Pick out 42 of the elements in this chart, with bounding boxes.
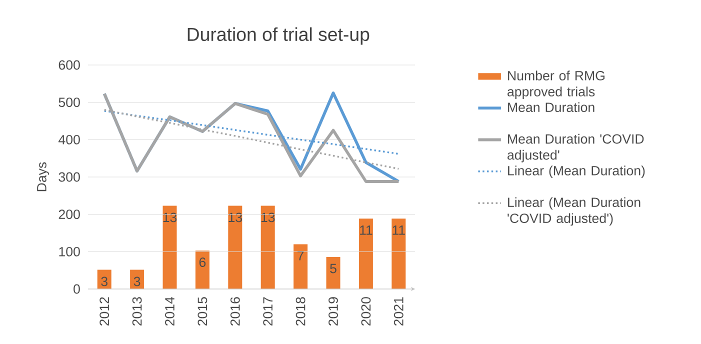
x-tick-label: 2013 — [132, 297, 142, 326]
legend-label: Linear (Mean Duration 'COVID adjusted') — [508, 197, 640, 226]
x-tick-label: 2012 — [100, 297, 110, 326]
chart-title: Duration of trial set-up — [188, 27, 370, 45]
y-tick-label: 100 — [59, 246, 80, 256]
y-axis-title: Days — [37, 162, 50, 192]
y-tick-label: 400 — [58, 134, 80, 144]
bar — [228, 206, 242, 289]
y-tick-label: 600 — [58, 60, 80, 70]
y-tick-label: 0 — [74, 284, 80, 294]
x-tick-label: 2016 — [230, 297, 240, 326]
x-tick-label: 2014 — [165, 296, 174, 326]
data-label: 5 — [330, 264, 336, 274]
legend-label: Mean Duration 'COVID adjusted' — [508, 134, 644, 162]
legend-label: Linear (Mean Duration) — [508, 166, 645, 178]
bar — [392, 218, 406, 289]
x-tick-label: 2019 — [328, 297, 338, 326]
data-label: 11 — [360, 226, 372, 235]
data-label: 7 — [298, 251, 304, 260]
data-label: 3 — [134, 276, 140, 286]
legend-label: Number of RMG approved trials — [508, 70, 604, 100]
data-label: 13 — [163, 212, 177, 222]
x-tick-label: 2015 — [198, 297, 208, 326]
bar — [162, 206, 177, 289]
x-tick-label: 2020 — [361, 297, 371, 326]
bar — [195, 250, 210, 289]
data-label: 13 — [228, 212, 242, 222]
x-tick-label: 2017 — [263, 297, 273, 326]
bar — [260, 206, 275, 289]
y-tick-label: 200 — [58, 210, 80, 220]
bar — [326, 257, 340, 289]
y-tick-label: 300 — [58, 172, 80, 182]
legend-label: Mean Duration — [508, 102, 594, 112]
y-tick-label: 500 — [58, 98, 80, 108]
data-label: 11 — [392, 226, 405, 235]
x-tick-label: 2018 — [296, 297, 306, 326]
data-label: 6 — [199, 258, 206, 267]
bar — [294, 244, 308, 289]
data-label: 13 — [261, 212, 275, 222]
data-label: 3 — [101, 276, 108, 286]
bar — [358, 218, 373, 289]
x-tick-label: 2021 — [394, 297, 404, 326]
